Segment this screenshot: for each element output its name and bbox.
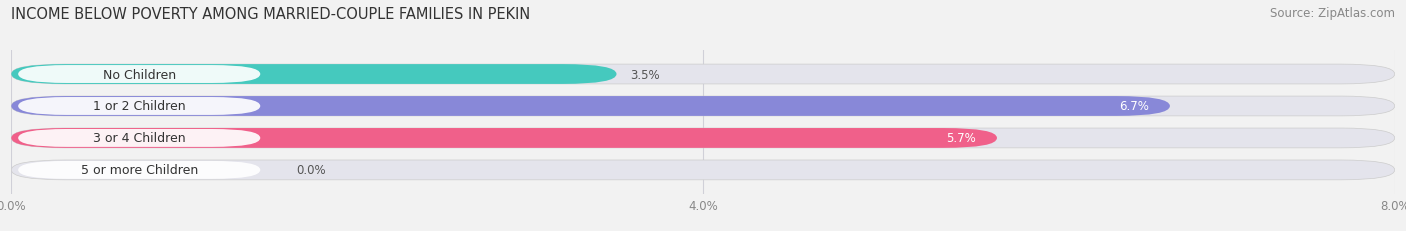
Text: Source: ZipAtlas.com: Source: ZipAtlas.com [1270, 7, 1395, 20]
Text: 3 or 4 Children: 3 or 4 Children [93, 132, 186, 145]
FancyBboxPatch shape [11, 128, 1395, 148]
FancyBboxPatch shape [11, 128, 997, 148]
Text: 1 or 2 Children: 1 or 2 Children [93, 100, 186, 113]
Text: 5.7%: 5.7% [946, 132, 976, 145]
Text: 3.5%: 3.5% [630, 68, 659, 81]
FancyBboxPatch shape [18, 161, 260, 179]
FancyBboxPatch shape [18, 98, 260, 116]
FancyBboxPatch shape [11, 97, 1170, 116]
FancyBboxPatch shape [18, 129, 260, 147]
Text: 6.7%: 6.7% [1119, 100, 1149, 113]
FancyBboxPatch shape [11, 65, 616, 85]
FancyBboxPatch shape [11, 97, 1395, 116]
FancyBboxPatch shape [11, 160, 1395, 180]
FancyBboxPatch shape [11, 65, 1395, 85]
Text: No Children: No Children [103, 68, 176, 81]
FancyBboxPatch shape [18, 66, 260, 84]
Text: 5 or more Children: 5 or more Children [80, 164, 198, 177]
Text: 0.0%: 0.0% [297, 164, 326, 177]
Text: INCOME BELOW POVERTY AMONG MARRIED-COUPLE FAMILIES IN PEKIN: INCOME BELOW POVERTY AMONG MARRIED-COUPL… [11, 7, 530, 22]
